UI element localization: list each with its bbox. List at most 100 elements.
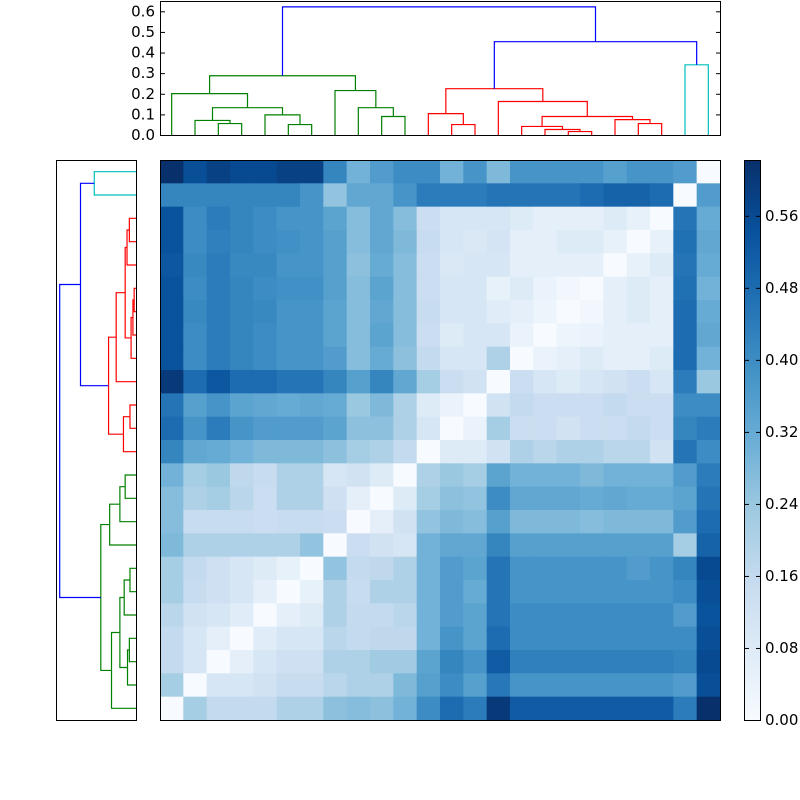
heatmap-cell <box>603 463 628 488</box>
heatmap-cell <box>626 673 651 698</box>
heatmap-cell <box>440 206 464 231</box>
heatmap-cell <box>696 580 721 604</box>
heatmap-cell <box>696 160 721 184</box>
heatmap-cell <box>370 230 394 254</box>
dendrogram-link <box>521 125 564 136</box>
heatmap-cell <box>673 440 698 464</box>
heatmap-cell <box>556 253 581 278</box>
heatmap-cell <box>276 370 301 394</box>
heatmap-cell <box>253 300 278 324</box>
heatmap-cell <box>673 160 698 184</box>
heatmap-cell <box>370 510 394 534</box>
heatmap-cell <box>253 393 278 418</box>
heatmap-cell <box>603 323 628 348</box>
heatmap-cell <box>673 510 698 534</box>
heatmap-cell <box>183 463 208 488</box>
heatmap-cell <box>556 603 581 628</box>
heatmap-cell <box>673 300 698 324</box>
heatmap-cell <box>463 510 488 534</box>
heatmap-cell <box>580 206 604 231</box>
heatmap-cell <box>603 416 628 441</box>
heatmap-cell <box>696 230 721 254</box>
heatmap-cell <box>253 276 278 301</box>
heatmap-cell <box>696 626 721 651</box>
heatmap-cell <box>253 230 278 254</box>
heatmap-cell <box>300 580 324 604</box>
heatmap-cell <box>323 393 348 418</box>
dendrogram-link <box>445 88 544 114</box>
heatmap-cell <box>206 393 231 418</box>
heatmap-cell <box>183 696 208 721</box>
dendrogram-link <box>637 122 663 136</box>
heatmap-cell <box>230 416 254 441</box>
colorbar-tick-label: 0.08 <box>765 639 798 657</box>
heatmap-cell <box>533 276 558 301</box>
heatmap-cell <box>486 160 511 184</box>
heatmap-cell <box>463 393 488 418</box>
dendrogram-link <box>497 100 588 136</box>
heatmap-cell <box>416 300 441 324</box>
heatmap-cell <box>533 580 558 604</box>
heatmap-cell <box>463 556 488 581</box>
heatmap-cell <box>416 183 441 208</box>
heatmap-cell <box>346 253 371 278</box>
heatmap-cell <box>416 253 441 278</box>
heatmap-cell <box>533 650 558 674</box>
heatmap-cell <box>370 533 394 558</box>
heatmap-cell <box>556 300 581 324</box>
heatmap-cell <box>673 323 698 348</box>
heatmap-cell <box>580 416 604 441</box>
dendrogram-link <box>107 336 124 435</box>
heatmap-cell <box>440 696 464 721</box>
heatmap-cell <box>230 323 254 348</box>
heatmap-cell <box>673 556 698 581</box>
heatmap-cell <box>393 626 418 651</box>
heatmap-cell <box>556 626 581 651</box>
heatmap-cell <box>696 276 721 301</box>
heatmap-cell <box>416 393 441 418</box>
dendrogram-link <box>132 299 137 336</box>
heatmap-cell <box>323 230 348 254</box>
heatmap-cell <box>440 253 464 278</box>
heatmap-cell <box>253 603 278 628</box>
heatmap-cell <box>650 160 674 184</box>
heatmap-cell <box>696 323 721 348</box>
heatmap-cell <box>556 206 581 231</box>
heatmap-cell <box>253 486 278 511</box>
heatmap-cell <box>183 486 208 511</box>
heatmap-cell <box>510 323 534 348</box>
heatmap-cell <box>416 510 441 534</box>
heatmap-cell <box>650 230 674 254</box>
heatmap-cell <box>673 626 698 651</box>
heatmap-cell <box>346 206 371 231</box>
heatmap-cell <box>556 673 581 698</box>
heatmap-cell <box>603 346 628 371</box>
heatmap-cell <box>603 160 628 184</box>
heatmap-cell <box>510 370 534 394</box>
heatmap-cell <box>533 416 558 441</box>
heatmap-cell <box>696 253 721 278</box>
heatmap-cell <box>440 416 464 441</box>
heatmap-cell <box>346 486 371 511</box>
heatmap-cell <box>650 346 674 371</box>
heatmap-cell <box>463 673 488 698</box>
heatmap-cell <box>673 533 698 558</box>
heatmap-cell <box>556 696 581 721</box>
heatmap-cell <box>323 463 348 488</box>
heatmap-cell <box>230 580 254 604</box>
heatmap-cell <box>510 650 534 674</box>
y-tick-label: 0.6 <box>131 2 155 20</box>
heatmap-cell <box>463 603 488 628</box>
heatmap-cell <box>416 696 441 721</box>
heatmap-cell <box>300 650 324 674</box>
heatmap-cell <box>556 510 581 534</box>
heatmap-cell <box>300 673 324 698</box>
heatmap-cell <box>300 276 324 301</box>
colorbar-tick-label: 0.32 <box>765 423 798 441</box>
heatmap-cell <box>416 556 441 581</box>
heatmap-cell <box>696 673 721 698</box>
heatmap-cell <box>486 603 511 628</box>
heatmap-cell <box>580 650 604 674</box>
heatmap-cell <box>206 276 231 301</box>
heatmap-cell <box>346 626 371 651</box>
